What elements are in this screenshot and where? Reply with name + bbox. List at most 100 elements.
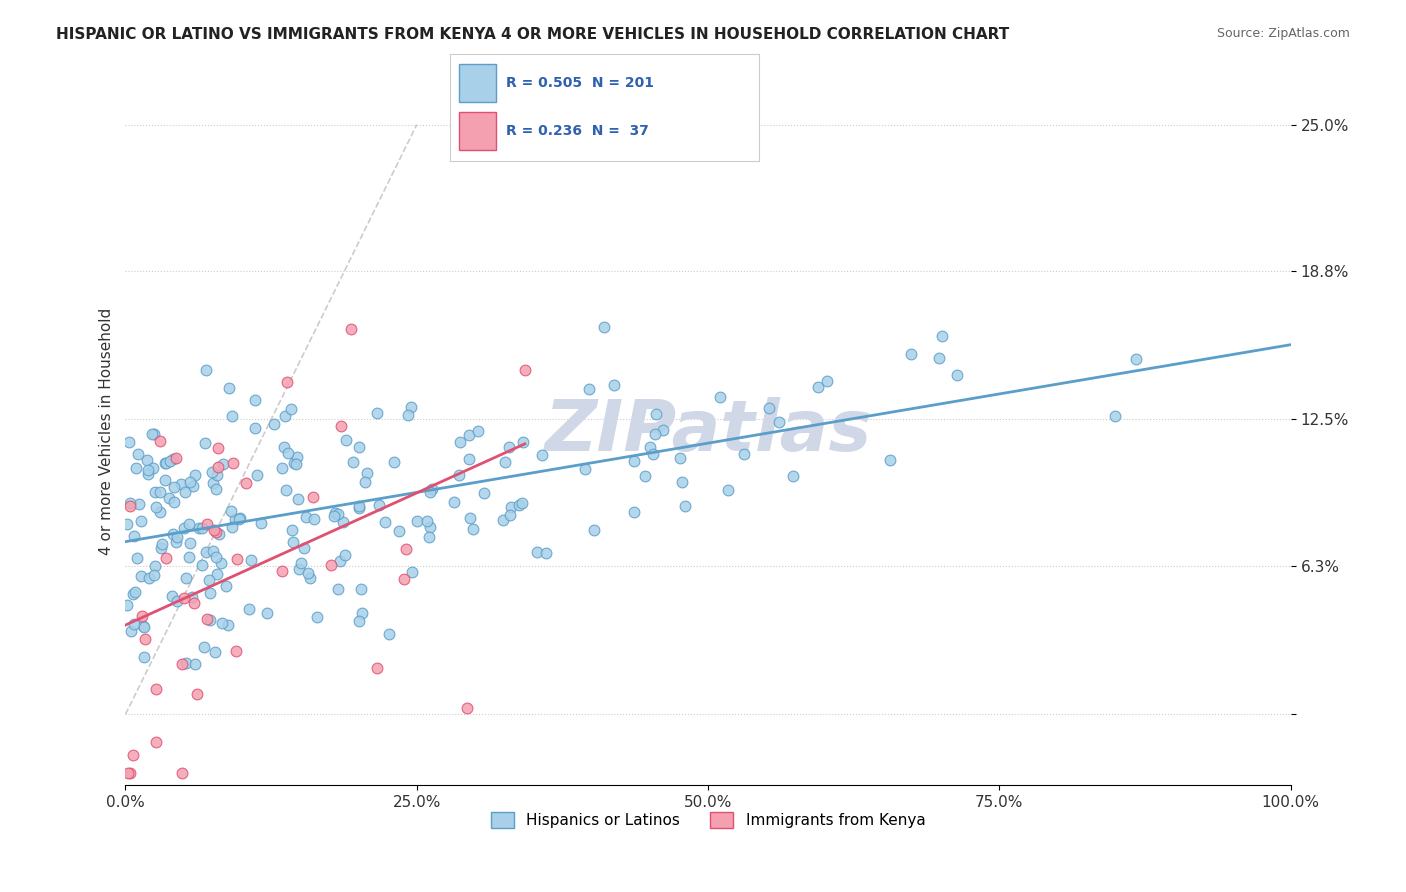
Hispanics or Latinos <box>115 516 138 531</box>
Hispanics or Latinos <box>193 640 215 654</box>
Hispanics or Latinos <box>374 515 396 529</box>
Hispanics or Latinos <box>143 426 166 441</box>
Hispanics or Latinos <box>198 586 221 600</box>
Hispanics or Latinos <box>136 467 159 481</box>
Hispanics or Latinos <box>287 491 309 506</box>
Hispanics or Latinos <box>143 485 166 500</box>
Hispanics or Latinos <box>768 415 790 429</box>
Hispanics or Latinos <box>349 614 371 628</box>
Hispanics or Latinos <box>194 545 217 559</box>
Hispanics or Latinos <box>201 466 224 480</box>
Legend: Hispanics or Latinos, Immigrants from Kenya: Hispanics or Latinos, Immigrants from Ke… <box>485 805 931 834</box>
Hispanics or Latinos <box>122 528 145 542</box>
Immigrants from Kenya <box>276 375 298 389</box>
Immigrants from Kenya <box>195 612 218 626</box>
Hispanics or Latinos <box>335 433 357 447</box>
Hispanics or Latinos <box>281 534 304 549</box>
Hispanics or Latinos <box>221 409 243 424</box>
Hispanics or Latinos <box>153 473 176 487</box>
Hispanics or Latinos <box>1104 409 1126 423</box>
Hispanics or Latinos <box>217 618 239 632</box>
Immigrants from Kenya <box>145 735 167 749</box>
Hispanics or Latinos <box>263 417 285 432</box>
Hispanics or Latinos <box>208 527 231 541</box>
Immigrants from Kenya <box>394 572 416 586</box>
Immigrants from Kenya <box>204 524 226 539</box>
Text: R = 0.236  N =  37: R = 0.236 N = 37 <box>506 124 648 137</box>
Hispanics or Latinos <box>498 440 520 454</box>
Immigrants from Kenya <box>155 551 177 566</box>
Hispanics or Latinos <box>204 482 226 496</box>
Hispanics or Latinos <box>162 451 184 466</box>
Hispanics or Latinos <box>326 507 349 521</box>
Immigrants from Kenya <box>145 681 167 696</box>
Hispanics or Latinos <box>179 475 201 490</box>
Text: Source: ZipAtlas.com: Source: ZipAtlas.com <box>1216 27 1350 40</box>
Hispanics or Latinos <box>205 550 228 565</box>
Immigrants from Kenya <box>394 542 416 557</box>
Hispanics or Latinos <box>420 482 443 496</box>
Hispanics or Latinos <box>143 559 166 574</box>
Hispanics or Latinos <box>807 379 830 393</box>
Hispanics or Latinos <box>416 514 439 528</box>
Immigrants from Kenya <box>149 434 172 449</box>
Hispanics or Latinos <box>181 479 204 493</box>
Hispanics or Latinos <box>401 565 423 579</box>
Hispanics or Latinos <box>136 462 159 476</box>
Hispanics or Latinos <box>221 520 243 534</box>
Immigrants from Kenya <box>173 591 195 606</box>
Hispanics or Latinos <box>634 468 657 483</box>
Hispanics or Latinos <box>155 456 177 470</box>
Hispanics or Latinos <box>928 351 950 366</box>
Hispanics or Latinos <box>125 550 148 565</box>
Hispanics or Latinos <box>273 440 295 454</box>
Hispanics or Latinos <box>166 531 188 545</box>
Hispanics or Latinos <box>174 656 197 670</box>
Immigrants from Kenya <box>118 499 141 513</box>
Hispanics or Latinos <box>347 440 370 454</box>
Immigrants from Kenya <box>195 517 218 532</box>
Hispanics or Latinos <box>115 599 138 613</box>
Hispanics or Latinos <box>202 543 225 558</box>
Hispanics or Latinos <box>218 381 240 395</box>
Immigrants from Kenya <box>183 596 205 610</box>
Hispanics or Latinos <box>121 624 143 639</box>
Immigrants from Kenya <box>302 490 325 504</box>
Hispanics or Latinos <box>733 447 755 461</box>
Hispanics or Latinos <box>467 425 489 439</box>
Hispanics or Latinos <box>188 521 211 535</box>
Hispanics or Latinos <box>124 585 146 599</box>
Hispanics or Latinos <box>499 500 522 514</box>
Immigrants from Kenya <box>513 362 536 376</box>
Immigrants from Kenya <box>131 609 153 624</box>
Hispanics or Latinos <box>194 436 217 450</box>
Hispanics or Latinos <box>447 468 470 483</box>
Hispanics or Latinos <box>181 590 204 604</box>
Hispanics or Latinos <box>162 527 184 541</box>
Hispanics or Latinos <box>214 579 236 593</box>
Hispanics or Latinos <box>290 556 312 570</box>
Hispanics or Latinos <box>132 618 155 632</box>
Hispanics or Latinos <box>174 484 197 499</box>
Hispanics or Latinos <box>150 537 173 551</box>
Hispanics or Latinos <box>342 455 364 469</box>
Hispanics or Latinos <box>162 480 184 494</box>
Hispanics or Latinos <box>669 451 692 466</box>
Hispanics or Latinos <box>382 455 405 469</box>
Hispanics or Latinos <box>284 457 307 471</box>
Y-axis label: 4 or more Vehicles in Household: 4 or more Vehicles in Household <box>100 308 114 555</box>
Hispanics or Latinos <box>367 498 389 512</box>
Immigrants from Kenya <box>172 657 194 672</box>
Hispanics or Latinos <box>204 645 226 659</box>
Hispanics or Latinos <box>366 406 388 420</box>
Hispanics or Latinos <box>145 500 167 515</box>
Hispanics or Latinos <box>332 515 354 529</box>
Hispanics or Latinos <box>228 512 250 526</box>
Hispanics or Latinos <box>229 510 252 524</box>
Hispanics or Latinos <box>350 606 373 620</box>
Hispanics or Latinos <box>350 582 373 597</box>
Hispanics or Latinos <box>120 496 142 510</box>
Immigrants from Kenya <box>366 661 388 675</box>
Hispanics or Latinos <box>288 562 311 576</box>
Hispanics or Latinos <box>184 657 207 671</box>
